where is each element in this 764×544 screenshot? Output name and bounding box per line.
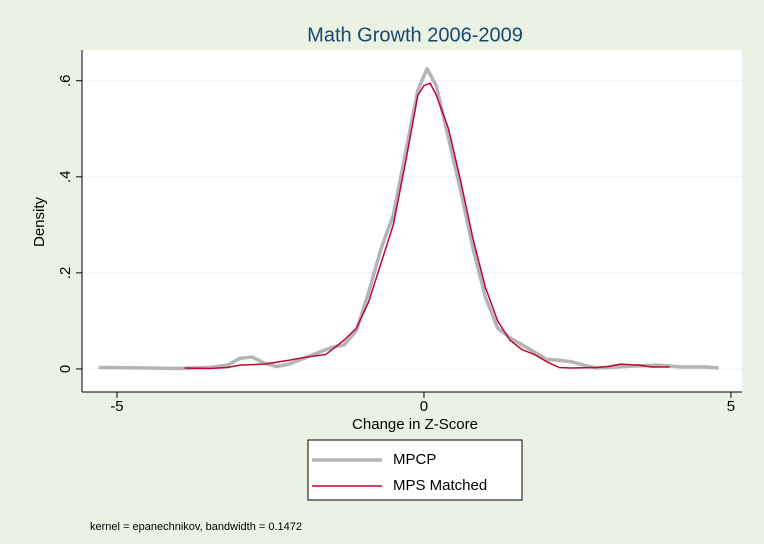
y-tick-label: .2: [57, 267, 74, 280]
note: kernel = epanechnikov, bandwidth = 0.147…: [90, 521, 302, 533]
plot-region: [82, 50, 742, 392]
x-axis-title: Change in Z-Score: [352, 416, 478, 433]
series-line: [184, 82, 670, 370]
chart-title: Math Growth 2006-2009: [307, 24, 523, 46]
x-tick-label: 0: [420, 398, 428, 415]
y-tick-label: 0: [57, 365, 74, 373]
x-tick-label: -5: [110, 398, 123, 415]
legend-label: MPS Matched: [393, 477, 487, 494]
series-line: [98, 66, 719, 371]
legend-box: [307, 439, 523, 501]
y-tick-label: .4: [57, 171, 74, 184]
x-tick-label: 5: [727, 398, 735, 415]
y-axis-title: Density: [31, 196, 48, 247]
y-tick-label: .6: [57, 74, 74, 87]
legend-label: MPCP: [393, 451, 436, 468]
